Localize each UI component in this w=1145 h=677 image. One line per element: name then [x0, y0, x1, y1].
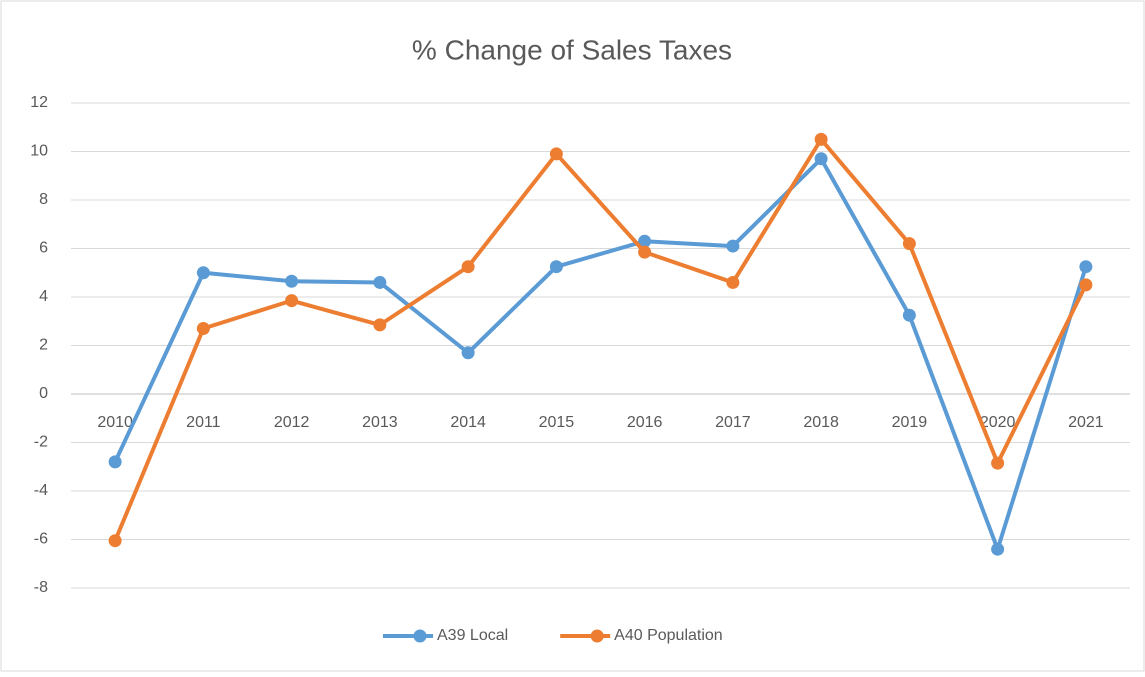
x-tick-label: 2020 [980, 414, 1016, 431]
chart-title: % Change of Sales Taxes [412, 34, 732, 65]
y-tick-label: -6 [34, 531, 48, 548]
data-point [1079, 260, 1093, 274]
data-point [991, 456, 1005, 470]
y-tick-label: 0 [39, 385, 48, 402]
y-tick-label: -4 [34, 482, 48, 499]
x-tick-label: 2019 [892, 414, 928, 431]
data-point [549, 260, 563, 274]
x-tick-label: 2014 [450, 414, 486, 431]
data-point [638, 234, 652, 248]
legend-label: A39 Local [437, 627, 508, 644]
data-point [108, 455, 122, 469]
y-tick-label: -2 [34, 434, 48, 451]
x-tick-label: 2013 [362, 414, 398, 431]
data-point [814, 132, 828, 146]
series-line [113, 156, 1088, 552]
data-point [638, 245, 652, 259]
y-tick-label: 8 [39, 191, 48, 208]
data-point [902, 308, 916, 322]
legend-label: A40 Population [614, 627, 723, 644]
data-point [902, 237, 916, 251]
x-tick-label: 2011 [186, 414, 221, 431]
x-tick-label: 2012 [274, 414, 310, 431]
series-line [113, 137, 1088, 542]
y-tick-label: -8 [34, 579, 48, 596]
data-point [726, 239, 740, 253]
data-point [814, 152, 828, 166]
data-point [108, 534, 122, 548]
x-tick-label: 2021 [1068, 414, 1104, 431]
x-tick-label: 2017 [715, 414, 751, 431]
data-point [991, 542, 1005, 556]
data-point [1079, 278, 1093, 292]
data-point [461, 260, 475, 274]
data-point [373, 275, 387, 289]
x-tick-label: 2018 [803, 414, 839, 431]
x-tick-label: 2010 [97, 414, 133, 431]
y-tick-label: 4 [39, 288, 48, 305]
y-tick-label: 10 [30, 143, 48, 160]
data-point [285, 274, 299, 288]
y-tick-label: 2 [39, 337, 48, 354]
data-point [196, 322, 210, 336]
data-point [285, 294, 299, 308]
y-tick-label: 12 [30, 94, 48, 111]
data-point [726, 275, 740, 289]
data-point [461, 346, 475, 360]
data-point [373, 318, 387, 332]
x-tick-label: 2015 [539, 414, 575, 431]
data-point [549, 147, 563, 161]
data-point [196, 266, 210, 280]
y-tick-label: 6 [39, 240, 48, 257]
legend-marker [413, 629, 427, 643]
legend-marker [590, 629, 604, 643]
x-tick-label: 2016 [627, 414, 663, 431]
